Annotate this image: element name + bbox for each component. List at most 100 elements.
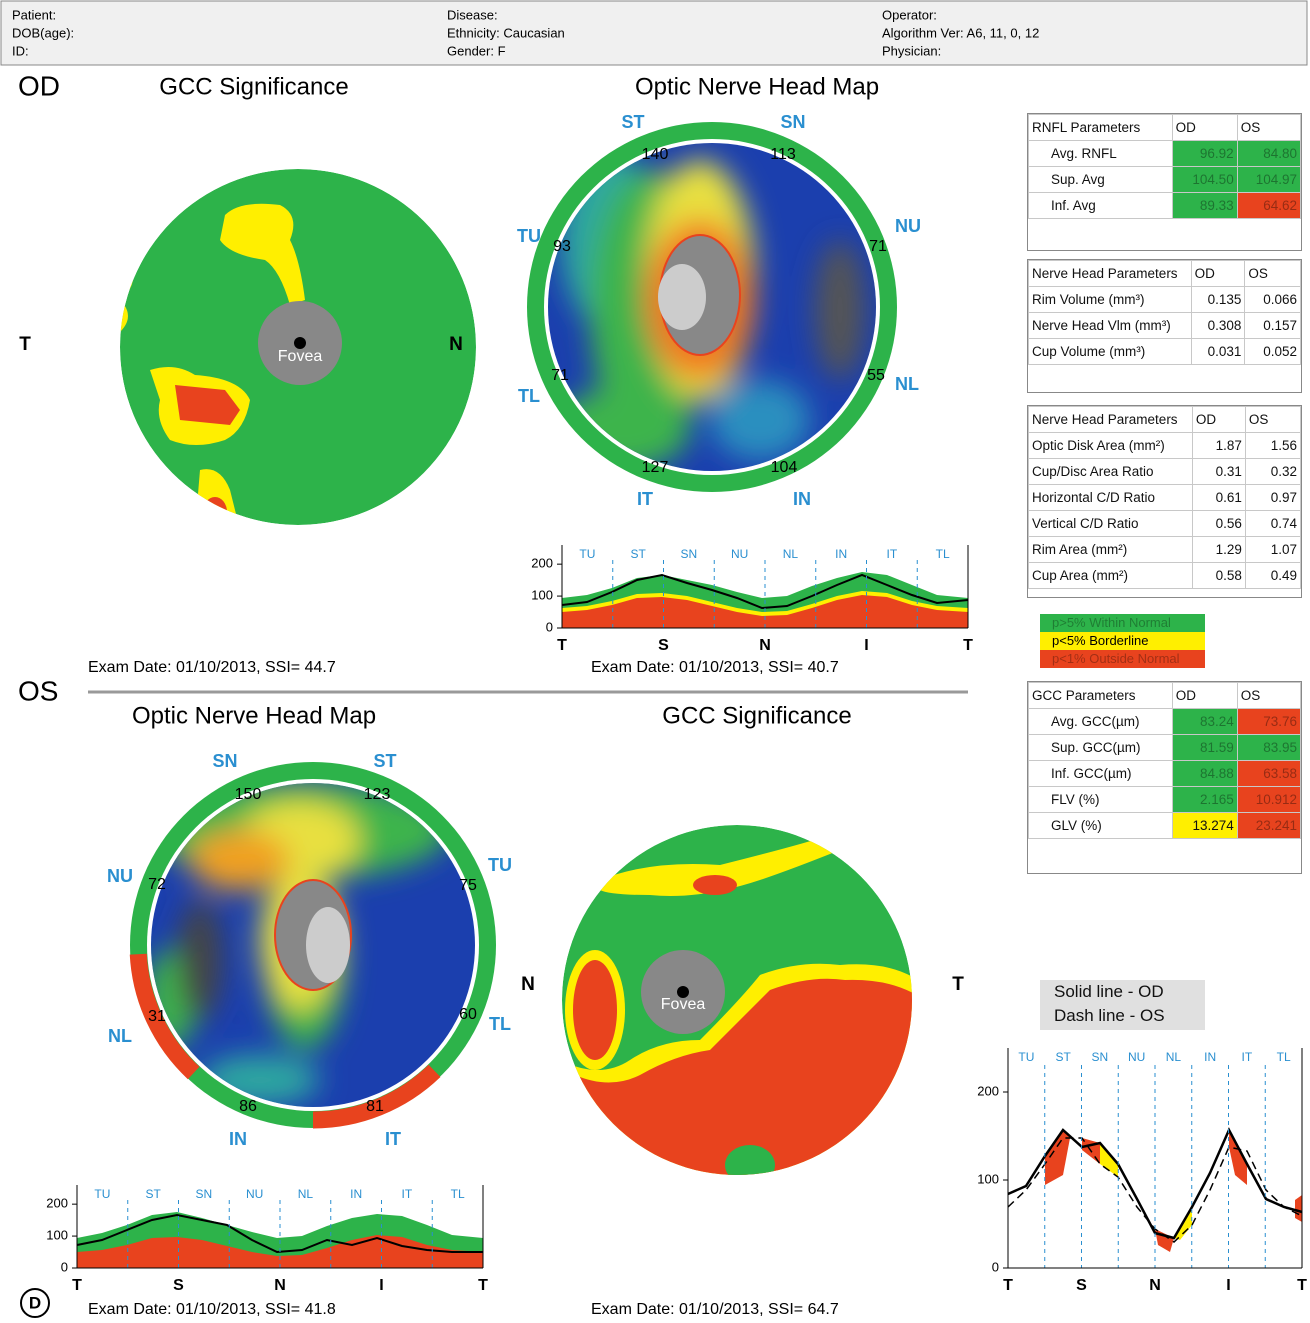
sector-label: TU xyxy=(517,226,541,246)
cell: 1.56 xyxy=(1245,433,1300,459)
row: Nerve Head ParametersODOS xyxy=(1029,407,1301,433)
cell: 81.59 xyxy=(1172,735,1237,761)
row: Vertical C/D Ratio0.560.74 xyxy=(1029,511,1301,537)
header-field: Algorithm Ver: A6, 11, 0, 12 xyxy=(882,25,1039,40)
parameter-table: GCC ParametersODOSAvg. GCC(µm)83.2473.76… xyxy=(1027,681,1302,874)
cell: 1.07 xyxy=(1245,537,1300,563)
sector-value: 93 xyxy=(553,238,571,255)
cell: 83.24 xyxy=(1172,709,1237,735)
significance-legend: p>5% Within Normalp<5% Borderlinep<1% Ou… xyxy=(1040,614,1205,668)
cell: 84.88 xyxy=(1172,761,1237,787)
row: Rim Area (mm²)1.291.07 xyxy=(1029,537,1301,563)
sector-value: 55 xyxy=(867,367,885,384)
header-field: Disease: xyxy=(447,7,498,22)
x-label: N xyxy=(1149,1277,1161,1294)
cell: 0.58 xyxy=(1192,563,1245,589)
header-cell: RNFL Parameters xyxy=(1029,115,1173,141)
sector-value: 71 xyxy=(551,367,569,384)
cell: Cup/Disc Area Ratio xyxy=(1029,459,1193,485)
x-label: T xyxy=(1003,1277,1013,1294)
sector-label: NL xyxy=(783,547,799,561)
legend-entry: p<5% Borderline xyxy=(1040,632,1205,650)
cell: 73.76 xyxy=(1237,709,1300,735)
y-tick-label: 200 xyxy=(46,1196,68,1211)
table: RNFL ParametersODOSAvg. RNFL96.9284.80Su… xyxy=(1028,114,1301,219)
row: Inf. GCC(µm)84.8863.58 xyxy=(1029,761,1301,787)
sector-label: TL xyxy=(1277,1050,1291,1064)
cell: 13.274 xyxy=(1172,813,1237,839)
cell: 83.95 xyxy=(1237,735,1300,761)
header-cell: OS xyxy=(1237,115,1300,141)
sector-value: 150 xyxy=(235,786,262,803)
cell: 0.066 xyxy=(1245,287,1301,313)
cell: 23.241 xyxy=(1237,813,1300,839)
cell: 0.308 xyxy=(1191,313,1245,339)
cell: 0.61 xyxy=(1192,485,1245,511)
cell: 96.92 xyxy=(1172,141,1237,167)
sector-label: ST xyxy=(373,751,396,771)
cell: 0.74 xyxy=(1245,511,1300,537)
cell: 0.157 xyxy=(1245,313,1301,339)
row: Sup. Avg104.50104.97 xyxy=(1029,167,1301,193)
cell: 2.165 xyxy=(1172,787,1237,813)
legend-entry: Dash line - OS xyxy=(1054,1004,1205,1028)
header-cell: OS xyxy=(1237,683,1300,709)
sector-label: SN xyxy=(212,751,237,771)
sector-label: IT xyxy=(887,547,898,561)
header-cell: Nerve Head Parameters xyxy=(1029,407,1193,433)
cell: Optic Disk Area (mm²) xyxy=(1029,433,1193,459)
y-tick-label: 200 xyxy=(977,1083,999,1098)
header-cell: Nerve Head Parameters xyxy=(1029,261,1192,287)
cell: 0.052 xyxy=(1245,339,1301,365)
x-label: T xyxy=(72,1277,82,1294)
x-label: T xyxy=(478,1277,488,1294)
row: Avg. GCC(µm)83.2473.76 xyxy=(1029,709,1301,735)
orientation-label: N xyxy=(521,974,535,995)
sector-label: ST xyxy=(630,547,646,561)
cell: Inf. GCC(µm) xyxy=(1029,761,1173,787)
exam-date: Exam Date: 01/10/2013, SSI= 40.7 xyxy=(591,659,839,676)
sector-value: 81 xyxy=(366,1098,384,1115)
table: GCC ParametersODOSAvg. GCC(µm)83.2473.76… xyxy=(1028,682,1301,839)
sector-label: ST xyxy=(621,112,644,132)
orientation-label: T xyxy=(19,334,31,355)
header-cell: GCC Parameters xyxy=(1029,683,1173,709)
header-cell: OS xyxy=(1245,261,1301,287)
sector-label: NL xyxy=(1166,1050,1182,1064)
x-label: N xyxy=(759,637,771,654)
exam-date: Exam Date: 01/10/2013, SSI= 64.7 xyxy=(591,1301,839,1318)
y-tick-label: 100 xyxy=(977,1171,999,1186)
cell: 63.58 xyxy=(1237,761,1300,787)
header-field: DOB(age): xyxy=(12,25,74,40)
cell: 64.62 xyxy=(1237,193,1300,219)
cell: 104.97 xyxy=(1237,167,1300,193)
cell: 89.33 xyxy=(1172,193,1237,219)
header-cell: OD xyxy=(1172,115,1237,141)
sector-label: TU xyxy=(1018,1050,1034,1064)
parameter-table: Nerve Head ParametersODOSRim Volume (mm³… xyxy=(1027,259,1302,393)
row: FLV (%)2.16510.912 xyxy=(1029,787,1301,813)
row: Inf. Avg89.3364.62 xyxy=(1029,193,1301,219)
row: Cup/Disc Area Ratio0.310.32 xyxy=(1029,459,1301,485)
cell: Cup Volume (mm³) xyxy=(1029,339,1192,365)
row: Rim Volume (mm³)0.1350.066 xyxy=(1029,287,1301,313)
cell: Rim Area (mm²) xyxy=(1029,537,1193,563)
sector-label: TL xyxy=(451,1187,465,1201)
cell: Vertical C/D Ratio xyxy=(1029,511,1193,537)
cell: GLV (%) xyxy=(1029,813,1173,839)
cell: 0.32 xyxy=(1245,459,1300,485)
sector-label: TL xyxy=(936,547,950,561)
header-field: Gender: F xyxy=(447,43,506,58)
sector-label: SN xyxy=(196,1187,213,1201)
sector-label: NU xyxy=(107,866,133,886)
page: {"header":{"left":["Patient:","DOB(age):… xyxy=(0,0,1310,1323)
row: Sup. GCC(µm)81.5983.95 xyxy=(1029,735,1301,761)
cell: 10.912 xyxy=(1237,787,1300,813)
sector-label: SN xyxy=(1092,1050,1109,1064)
header-cell: OD xyxy=(1191,261,1245,287)
cell: 0.031 xyxy=(1191,339,1245,365)
cell: 1.29 xyxy=(1192,537,1245,563)
sector-label: TU xyxy=(579,547,595,561)
sector-value: 123 xyxy=(364,786,391,803)
sector-value: 113 xyxy=(770,146,796,163)
